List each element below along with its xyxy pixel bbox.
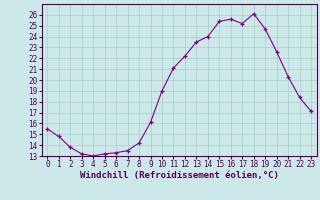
- X-axis label: Windchill (Refroidissement éolien,°C): Windchill (Refroidissement éolien,°C): [80, 171, 279, 180]
